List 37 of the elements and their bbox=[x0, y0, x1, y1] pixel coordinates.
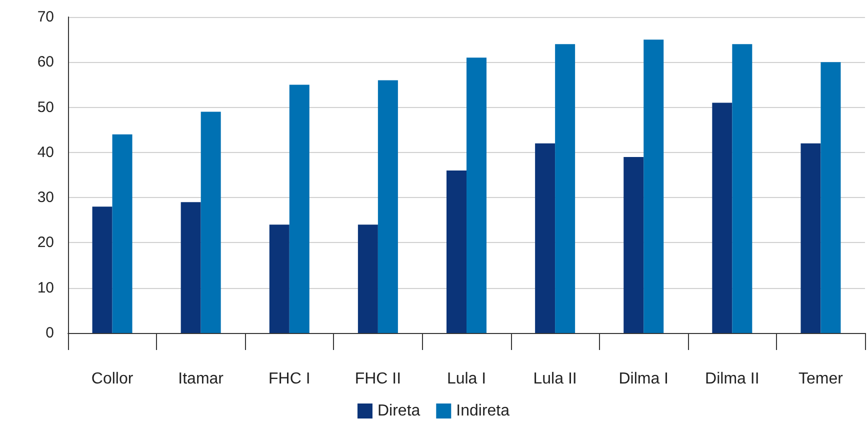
bar bbox=[535, 143, 556, 333]
bar bbox=[800, 143, 821, 333]
bar bbox=[358, 224, 378, 333]
y-tick-label: 30 bbox=[37, 189, 54, 206]
bar bbox=[466, 58, 486, 333]
y-tick-label: 10 bbox=[37, 279, 54, 296]
bar bbox=[712, 102, 732, 333]
bar bbox=[820, 62, 841, 333]
legend-label: Direta bbox=[377, 402, 420, 420]
x-tick-label: Dilma II bbox=[705, 370, 760, 388]
x-tick-label: Lula II bbox=[533, 370, 577, 388]
y-tick-label: 60 bbox=[37, 54, 54, 71]
bar bbox=[180, 202, 201, 333]
bar bbox=[624, 156, 644, 333]
x-tick-label: Itamar bbox=[178, 370, 224, 388]
bar bbox=[446, 170, 466, 333]
bar bbox=[112, 134, 132, 333]
x-tick-label: Collor bbox=[91, 370, 134, 388]
bar bbox=[289, 84, 310, 333]
y-tick-label: 20 bbox=[37, 234, 54, 252]
bar bbox=[269, 224, 290, 333]
x-tick-label: Lula I bbox=[446, 370, 486, 388]
bar bbox=[644, 40, 664, 333]
y-tick-label: 40 bbox=[37, 144, 54, 161]
x-tick-label: Dilma I bbox=[618, 370, 668, 388]
y-tick-label: 0 bbox=[46, 324, 54, 342]
y-tick-label: 50 bbox=[37, 98, 54, 116]
x-tick-label: Temer bbox=[798, 370, 844, 388]
y-tick-label: 70 bbox=[37, 8, 54, 26]
bar bbox=[92, 206, 112, 333]
bar bbox=[378, 80, 398, 333]
bar bbox=[732, 44, 752, 333]
legend-label: Indireta bbox=[456, 402, 510, 420]
x-tick-label: FHC II bbox=[354, 370, 402, 388]
bar bbox=[200, 112, 221, 333]
bar bbox=[555, 44, 576, 333]
x-tick-label: FHC I bbox=[268, 370, 310, 388]
